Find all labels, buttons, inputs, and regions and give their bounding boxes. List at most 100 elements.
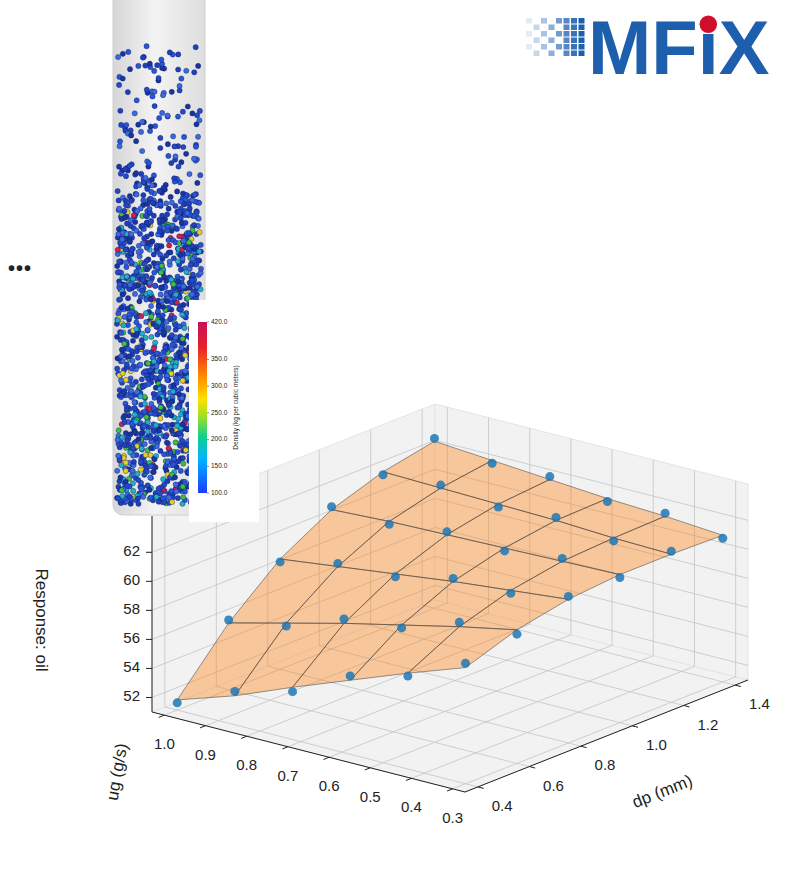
particle — [124, 483, 129, 488]
ellipsis: ••• — [8, 257, 32, 279]
particle — [184, 151, 189, 156]
particle — [119, 353, 124, 358]
particle — [123, 431, 128, 436]
particle — [143, 369, 148, 374]
particle — [136, 436, 141, 441]
tick-label: 200.0 — [211, 435, 228, 442]
particle — [148, 368, 153, 373]
particle — [138, 459, 143, 464]
particle — [126, 49, 131, 54]
particle — [191, 156, 196, 161]
tick — [529, 767, 535, 768]
particle — [124, 274, 129, 279]
particle — [130, 276, 135, 281]
particle — [133, 419, 138, 424]
particle — [117, 259, 122, 264]
particle — [171, 462, 176, 467]
particle — [117, 282, 122, 287]
particle — [136, 282, 141, 287]
particle — [128, 198, 133, 203]
tick-label: 1.4 — [749, 695, 770, 712]
particle — [176, 164, 181, 169]
particle — [173, 376, 178, 381]
point — [564, 592, 573, 601]
logo-pixel — [564, 51, 570, 57]
particle — [148, 219, 153, 224]
particle — [190, 256, 195, 261]
particle — [170, 342, 175, 347]
particle — [166, 325, 171, 330]
particle — [134, 98, 139, 103]
particle — [148, 475, 153, 480]
tick-label: 0.8 — [595, 756, 616, 773]
particle — [160, 93, 165, 98]
tick-label: 0.4 — [492, 797, 513, 814]
particle — [195, 284, 200, 289]
particle — [120, 76, 125, 81]
particle — [145, 327, 150, 332]
particle — [128, 223, 133, 228]
tick-label: 1.2 — [697, 716, 718, 733]
particle — [158, 202, 163, 207]
particle — [118, 297, 123, 302]
point — [224, 616, 233, 625]
particle — [186, 240, 191, 245]
logo-pixel — [579, 51, 585, 57]
point — [282, 622, 291, 631]
particle — [195, 134, 200, 139]
particle — [151, 391, 156, 396]
particle — [157, 115, 162, 120]
axis-line — [465, 680, 748, 792]
point — [603, 497, 612, 506]
point — [173, 698, 182, 707]
particle — [156, 486, 161, 491]
particle — [159, 244, 164, 249]
particle — [144, 87, 149, 92]
particle — [141, 423, 146, 428]
tick — [146, 581, 152, 582]
particle — [169, 347, 174, 352]
logo-pixel — [564, 31, 570, 37]
particle — [164, 319, 169, 324]
particle — [133, 191, 138, 196]
particle — [197, 230, 202, 235]
particle — [181, 461, 186, 466]
particle — [117, 206, 122, 211]
particle — [139, 377, 144, 382]
point — [403, 672, 412, 681]
logo-pixel — [579, 38, 585, 44]
particle — [146, 240, 151, 245]
axis-title: dp (mm) — [629, 771, 695, 812]
particle — [181, 144, 186, 149]
logo-dot — [700, 15, 717, 32]
particle — [181, 284, 186, 289]
particle — [166, 206, 171, 211]
particle — [132, 291, 137, 296]
particle — [152, 283, 157, 288]
particle — [160, 313, 165, 318]
tick-label: 52 — [123, 687, 140, 704]
tick — [146, 668, 152, 669]
particle — [152, 457, 157, 462]
particle — [130, 453, 135, 458]
particle — [178, 216, 183, 221]
particle — [177, 209, 182, 214]
particle — [151, 346, 156, 351]
particle — [135, 471, 140, 476]
particle — [158, 270, 163, 275]
particle — [178, 307, 183, 312]
particle — [127, 239, 132, 244]
particle — [134, 269, 139, 274]
point — [288, 687, 297, 696]
particle — [156, 304, 161, 309]
particle — [175, 259, 180, 264]
particle — [133, 219, 138, 224]
particle — [197, 108, 202, 113]
particle — [130, 445, 135, 450]
particle — [123, 460, 128, 465]
particle — [153, 375, 158, 380]
particle — [177, 403, 182, 408]
tick — [447, 789, 453, 791]
particle — [177, 88, 182, 93]
particle — [186, 230, 191, 235]
